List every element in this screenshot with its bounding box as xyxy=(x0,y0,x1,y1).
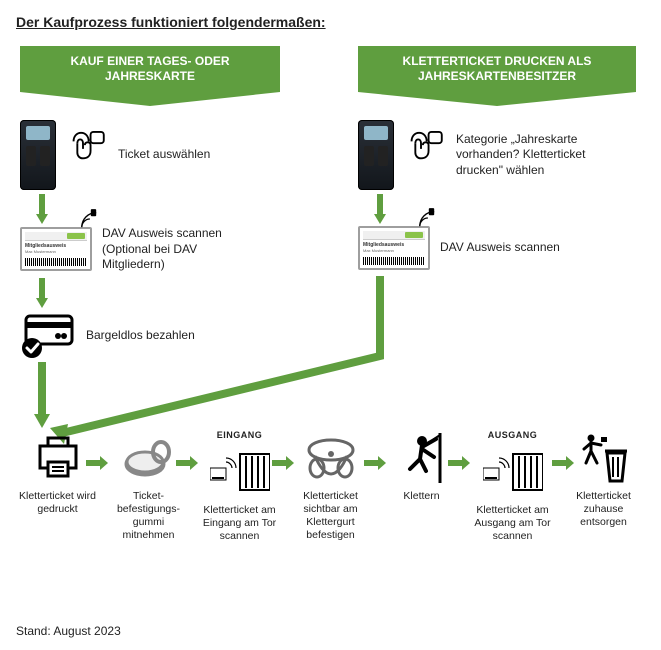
arrow-right-icon xyxy=(448,456,470,470)
gate-scan-icon xyxy=(483,452,543,492)
scan-waves-icon xyxy=(80,209,98,229)
bottom-step-7: Kletterticket zuhause entsorgen xyxy=(558,430,649,529)
scan-waves-icon xyxy=(418,208,436,228)
climber-icon xyxy=(400,433,444,483)
gate-in-label: Eingang xyxy=(217,430,263,440)
arrow-right-icon xyxy=(552,456,574,470)
trash-icon xyxy=(581,433,627,483)
left-step-2: Mitgliedsausweis Max Mustermann DAV Ausw… xyxy=(20,226,242,273)
arrow-right-icon xyxy=(176,456,198,470)
right-step-1-label: Kategorie „Jahreskarte vorhanden? Klette… xyxy=(456,132,626,179)
arrow-right-icon xyxy=(86,456,108,470)
bottom-step-3: Eingang Kletterticket am Eingang am Tor … xyxy=(194,430,285,543)
gate-out-label: Ausgang xyxy=(488,430,538,440)
arrow-merge-icon xyxy=(50,276,390,448)
bottom-step-4: Kletterticket sichtbar am Klettergurt be… xyxy=(285,430,376,543)
left-step-1: Ticket auswählen xyxy=(20,120,210,190)
left-step-2-label: DAV Ausweis scannen (Optional bei DAV Mi… xyxy=(102,226,242,273)
id-card-icon: Mitgliedsausweis Max Mustermann xyxy=(20,227,92,271)
arrow-right-icon xyxy=(364,456,386,470)
footer-date: Stand: August 2023 xyxy=(16,624,121,638)
touch-icon xyxy=(60,130,106,164)
header-left: KAUF EINER TAGES- ODER JAHRESKARTE xyxy=(20,46,280,92)
header-left-text: KAUF EINER TAGES- ODER JAHRESKARTE xyxy=(38,54,262,84)
kiosk-icon xyxy=(20,120,56,190)
header-right-text: KLETTERTICKET DRUCKEN ALS JAHRESKARTENBE… xyxy=(376,54,618,84)
arrow-down-icon xyxy=(36,194,48,224)
right-step-2: Mitgliedsausweis Max Mustermann DAV Ausw… xyxy=(358,226,560,270)
arrow-down-icon xyxy=(34,362,50,428)
bottom-step-6: Ausgang Kletterticket am Ausgang am Tor … xyxy=(467,430,558,543)
bottom-row: Kletterticket wird gedruckt Ticket-befes… xyxy=(12,430,649,543)
touch-icon xyxy=(398,130,444,164)
kiosk-icon xyxy=(358,120,394,190)
rubber-band-icon xyxy=(123,438,175,478)
bottom-step-1: Kletterticket wird gedruckt xyxy=(12,430,103,516)
arrow-down-icon xyxy=(36,278,48,308)
arrow-down-icon xyxy=(374,194,386,224)
id-card-icon: Mitgliedsausweis Max Mustermann xyxy=(358,226,430,270)
left-step-1-label: Ticket auswählen xyxy=(118,147,210,163)
gate-scan-icon xyxy=(210,452,270,492)
page-title: Der Kaufprozess funktioniert folgenderma… xyxy=(16,14,326,30)
harness-icon xyxy=(303,436,359,480)
right-step-2-label: DAV Ausweis scannen xyxy=(440,240,560,256)
bottom-step-2: Ticket-befestigungs-gummi mitnehmen xyxy=(103,430,194,543)
right-step-1: Kategorie „Jahreskarte vorhanden? Klette… xyxy=(358,120,626,190)
arrow-right-icon xyxy=(272,456,294,470)
printer-icon xyxy=(34,434,82,482)
header-right: KLETTERTICKET DRUCKEN ALS JAHRESKARTENBE… xyxy=(358,46,636,92)
